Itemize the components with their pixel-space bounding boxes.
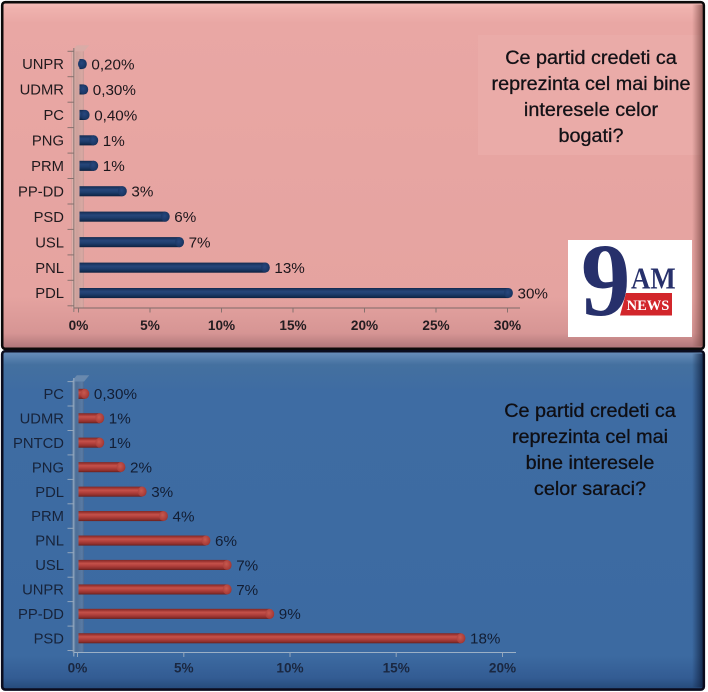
svg-text:bine interesele: bine interesele — [526, 452, 655, 474]
svg-text:PNG: PNG — [32, 134, 64, 150]
svg-text:UNPR: UNPR — [22, 583, 64, 599]
svg-text:reprezinta cel mai bine: reprezinta cel mai bine — [491, 73, 690, 95]
svg-text:4%: 4% — [173, 508, 195, 525]
svg-text:PP-DD: PP-DD — [18, 607, 64, 623]
svg-text:1%: 1% — [103, 133, 125, 150]
svg-text:20%: 20% — [351, 318, 378, 333]
svg-text:1%: 1% — [103, 158, 125, 175]
svg-text:18%: 18% — [470, 631, 500, 648]
svg-text:3%: 3% — [151, 484, 173, 501]
svg-text:interesele celor: interesele celor — [524, 99, 659, 121]
svg-text:25%: 25% — [422, 318, 449, 333]
svg-text:PNL: PNL — [35, 534, 64, 550]
svg-text:bogati?: bogati? — [559, 125, 624, 147]
svg-text:0,40%: 0,40% — [94, 107, 137, 124]
svg-text:7%: 7% — [236, 557, 258, 574]
svg-text:PNL: PNL — [35, 261, 64, 277]
svg-text:USL: USL — [35, 558, 64, 574]
svg-text:USL: USL — [35, 235, 64, 251]
svg-text:1%: 1% — [109, 435, 131, 452]
svg-text:PC: PC — [43, 387, 64, 403]
svg-text:Ce partid credeti ca: Ce partid credeti ca — [505, 47, 677, 69]
svg-text:10%: 10% — [208, 318, 235, 333]
svg-text:6%: 6% — [215, 533, 237, 550]
svg-text:PSD: PSD — [34, 210, 64, 226]
svg-text:Ce partid credeti ca: Ce partid credeti ca — [504, 400, 676, 422]
svg-text:UNPR: UNPR — [22, 57, 64, 73]
svg-text:0%: 0% — [69, 318, 89, 333]
svg-text:5%: 5% — [140, 318, 160, 333]
svg-text:30%: 30% — [494, 318, 521, 333]
svg-text:10%: 10% — [276, 661, 303, 676]
svg-text:PDL: PDL — [35, 286, 64, 302]
svg-text:0,20%: 0,20% — [91, 56, 134, 73]
svg-text:6%: 6% — [174, 209, 196, 226]
svg-text:celor saraci?: celor saraci? — [534, 478, 646, 500]
svg-text:AM: AM — [631, 262, 676, 296]
svg-text:PSD: PSD — [34, 632, 64, 648]
svg-text:5%: 5% — [174, 661, 194, 676]
svg-text:PNG: PNG — [32, 460, 64, 476]
svg-text:7%: 7% — [236, 582, 258, 599]
svg-text:UDMR: UDMR — [20, 83, 64, 99]
svg-text:9%: 9% — [279, 606, 301, 623]
svg-text:0,30%: 0,30% — [94, 386, 137, 403]
svg-text:2%: 2% — [130, 460, 152, 477]
svg-text:3%: 3% — [131, 184, 153, 201]
svg-text:UDMR: UDMR — [20, 411, 64, 427]
svg-text:15%: 15% — [383, 661, 410, 676]
svg-text:30%: 30% — [518, 285, 548, 302]
svg-text:PP-DD: PP-DD — [18, 184, 64, 200]
svg-text:0,30%: 0,30% — [93, 82, 136, 99]
svg-text:PNTCD: PNTCD — [13, 436, 64, 452]
svg-text:PRM: PRM — [31, 159, 64, 175]
svg-text:reprezinta cel mai: reprezinta cel mai — [512, 426, 668, 448]
svg-text:1%: 1% — [109, 411, 131, 428]
svg-text:15%: 15% — [279, 318, 306, 333]
svg-text:13%: 13% — [274, 260, 304, 277]
svg-text:PC: PC — [43, 108, 64, 124]
svg-text:7%: 7% — [189, 235, 211, 252]
svg-text:0%: 0% — [68, 661, 88, 676]
svg-text:NEWS: NEWS — [627, 298, 670, 314]
svg-text:PDL: PDL — [35, 485, 64, 501]
svg-text:9: 9 — [581, 223, 630, 338]
svg-text:PRM: PRM — [31, 509, 64, 525]
svg-text:20%: 20% — [489, 661, 516, 676]
